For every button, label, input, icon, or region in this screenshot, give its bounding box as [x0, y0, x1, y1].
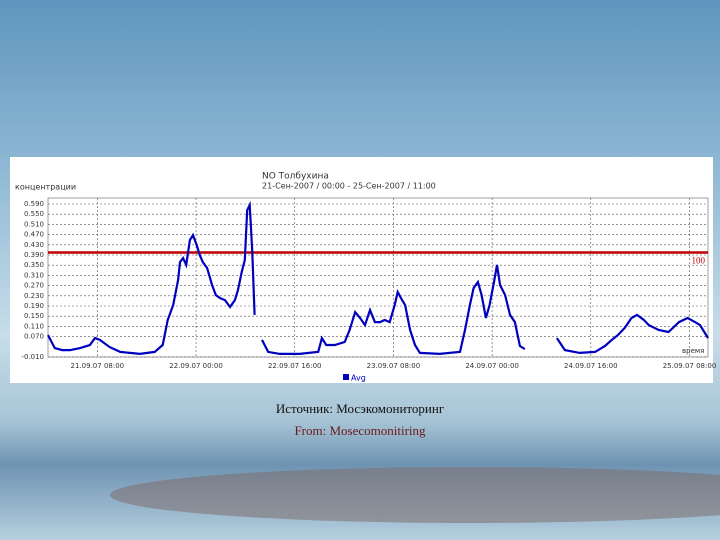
y-tick-label: 0.070 — [24, 333, 44, 341]
x-tick-label: 23.09.07 08:00 — [367, 362, 421, 370]
y-tick-label: 0.230 — [24, 292, 44, 300]
x-tick-label: 22.09.07 00:00 — [169, 362, 223, 370]
threshold-label: 100 — [692, 256, 706, 266]
y-tick-label: 0.110 — [24, 322, 44, 330]
x-tick-label: 25.09.07 08:00 — [663, 362, 717, 370]
y-axis-label: концентрации — [15, 183, 76, 192]
series-line — [47, 200, 709, 356]
caption: Источник: Мосэкомониторинг — [276, 401, 444, 416]
legend-swatch — [343, 374, 349, 380]
x-tick-label: 24.09.07 00:00 — [465, 362, 519, 370]
y-tick-label: -0.010 — [21, 353, 44, 361]
x-tick-label: 21.09.07 08:00 — [71, 362, 125, 370]
y-tick-label: 0.270 — [24, 282, 44, 290]
y-tick-label: 0.310 — [24, 271, 44, 279]
chart-subtitle: 21-Сен-2007 / 00:00 - 25-Сен-2007 / 11:0… — [262, 182, 436, 191]
y-tick-label: 0.190 — [24, 302, 44, 310]
y-tick-label: 0.150 — [24, 312, 44, 320]
y-tick-label: 0.510 — [24, 220, 44, 228]
y-tick-label: 0.590 — [24, 200, 44, 208]
caption-en: From: Mosecomonitiring — [294, 423, 426, 438]
chart-title: NO Толбухина — [262, 172, 329, 182]
y-tick-label: 0.430 — [24, 241, 44, 249]
x-tick-label: 24.09.07 16:00 — [564, 362, 618, 370]
chart-panel — [10, 157, 713, 383]
y-tick-label: 0.350 — [24, 261, 44, 269]
y-tick-label: 0.470 — [24, 231, 44, 239]
plot-area — [47, 197, 709, 358]
x-axis-label: время — [682, 347, 704, 355]
legend-label: Avg — [351, 374, 366, 383]
y-tick-label: 0.390 — [24, 251, 44, 259]
x-tick-label: 22.09.07 16:00 — [268, 362, 322, 370]
y-tick-label: 0.550 — [24, 210, 44, 218]
landscape — [110, 467, 720, 523]
